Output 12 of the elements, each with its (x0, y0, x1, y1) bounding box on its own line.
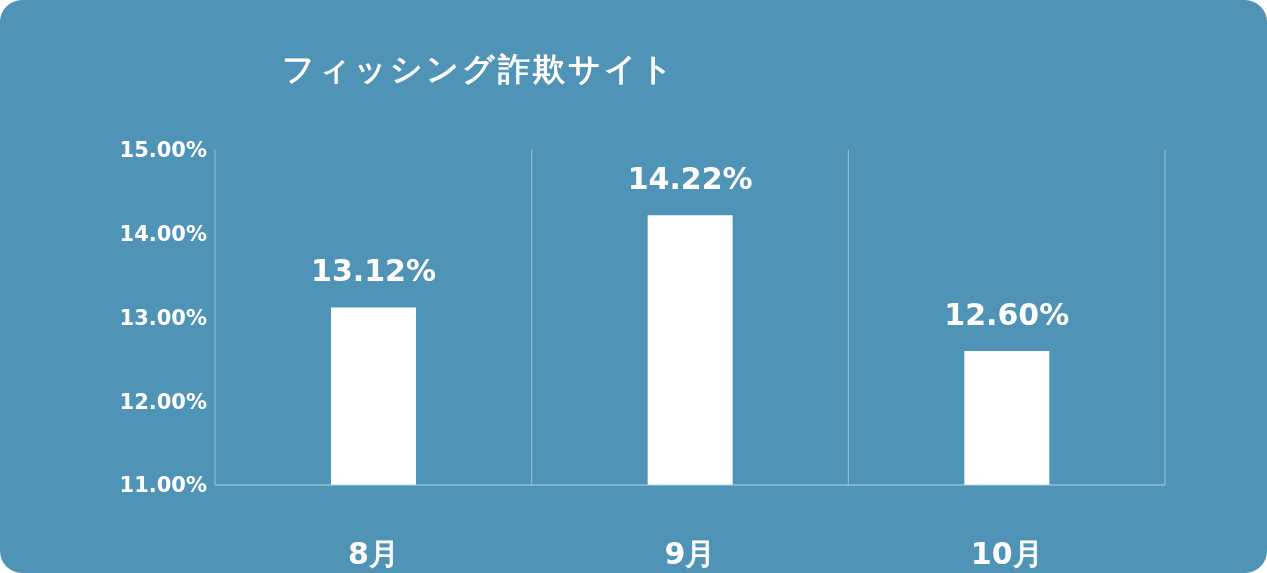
data-label: 14.22% (627, 161, 753, 197)
x-tick-label: 10月 (970, 536, 1043, 572)
y-tick-label: 13.00% (119, 305, 207, 330)
y-tick-label: 11.00% (119, 473, 207, 498)
y-tick-label: 12.00% (119, 389, 207, 414)
x-tick-label: 8月 (347, 536, 399, 572)
y-tick-label: 15.00% (119, 138, 207, 163)
x-tick-label: 9月 (664, 536, 716, 572)
y-tick-label: 14.00% (119, 222, 207, 247)
data-label: 12.60% (944, 297, 1070, 332)
chart-title: フィッシング詐欺サイト (282, 49, 676, 90)
data-label: 13.12% (311, 253, 436, 289)
